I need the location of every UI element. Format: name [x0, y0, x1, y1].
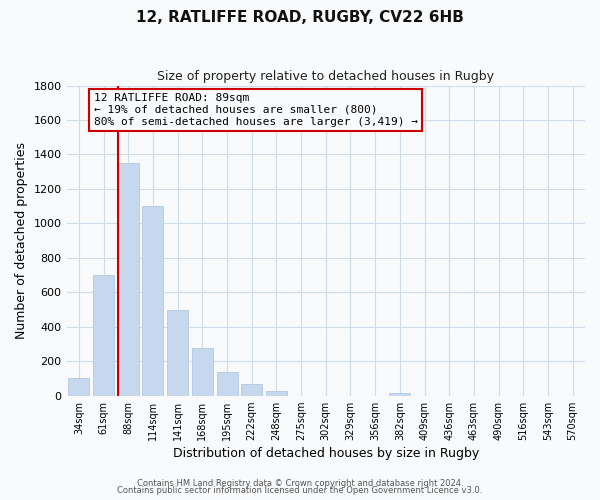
Bar [93, 275, 114, 396]
Bar [68, 378, 89, 396]
Title: Size of property relative to detached houses in Rugby: Size of property relative to detached ho… [157, 70, 494, 83]
Text: Contains public sector information licensed under the Open Government Licence v3: Contains public sector information licen… [118, 486, 482, 495]
Bar [266, 390, 287, 396]
Text: 12, RATLIFFE ROAD, RUGBY, CV22 6HB: 12, RATLIFFE ROAD, RUGBY, CV22 6HB [136, 10, 464, 25]
Text: Contains HM Land Registry data © Crown copyright and database right 2024.: Contains HM Land Registry data © Crown c… [137, 478, 463, 488]
Y-axis label: Number of detached properties: Number of detached properties [15, 142, 28, 339]
Bar [241, 384, 262, 396]
Bar [167, 310, 188, 396]
Bar [192, 348, 213, 396]
X-axis label: Distribution of detached houses by size in Rugby: Distribution of detached houses by size … [173, 447, 479, 460]
Bar [142, 206, 163, 396]
Bar [217, 372, 238, 396]
Text: 12 RATLIFFE ROAD: 89sqm
← 19% of detached houses are smaller (800)
80% of semi-d: 12 RATLIFFE ROAD: 89sqm ← 19% of detache… [94, 94, 418, 126]
Bar [118, 163, 139, 396]
Bar [389, 393, 410, 396]
